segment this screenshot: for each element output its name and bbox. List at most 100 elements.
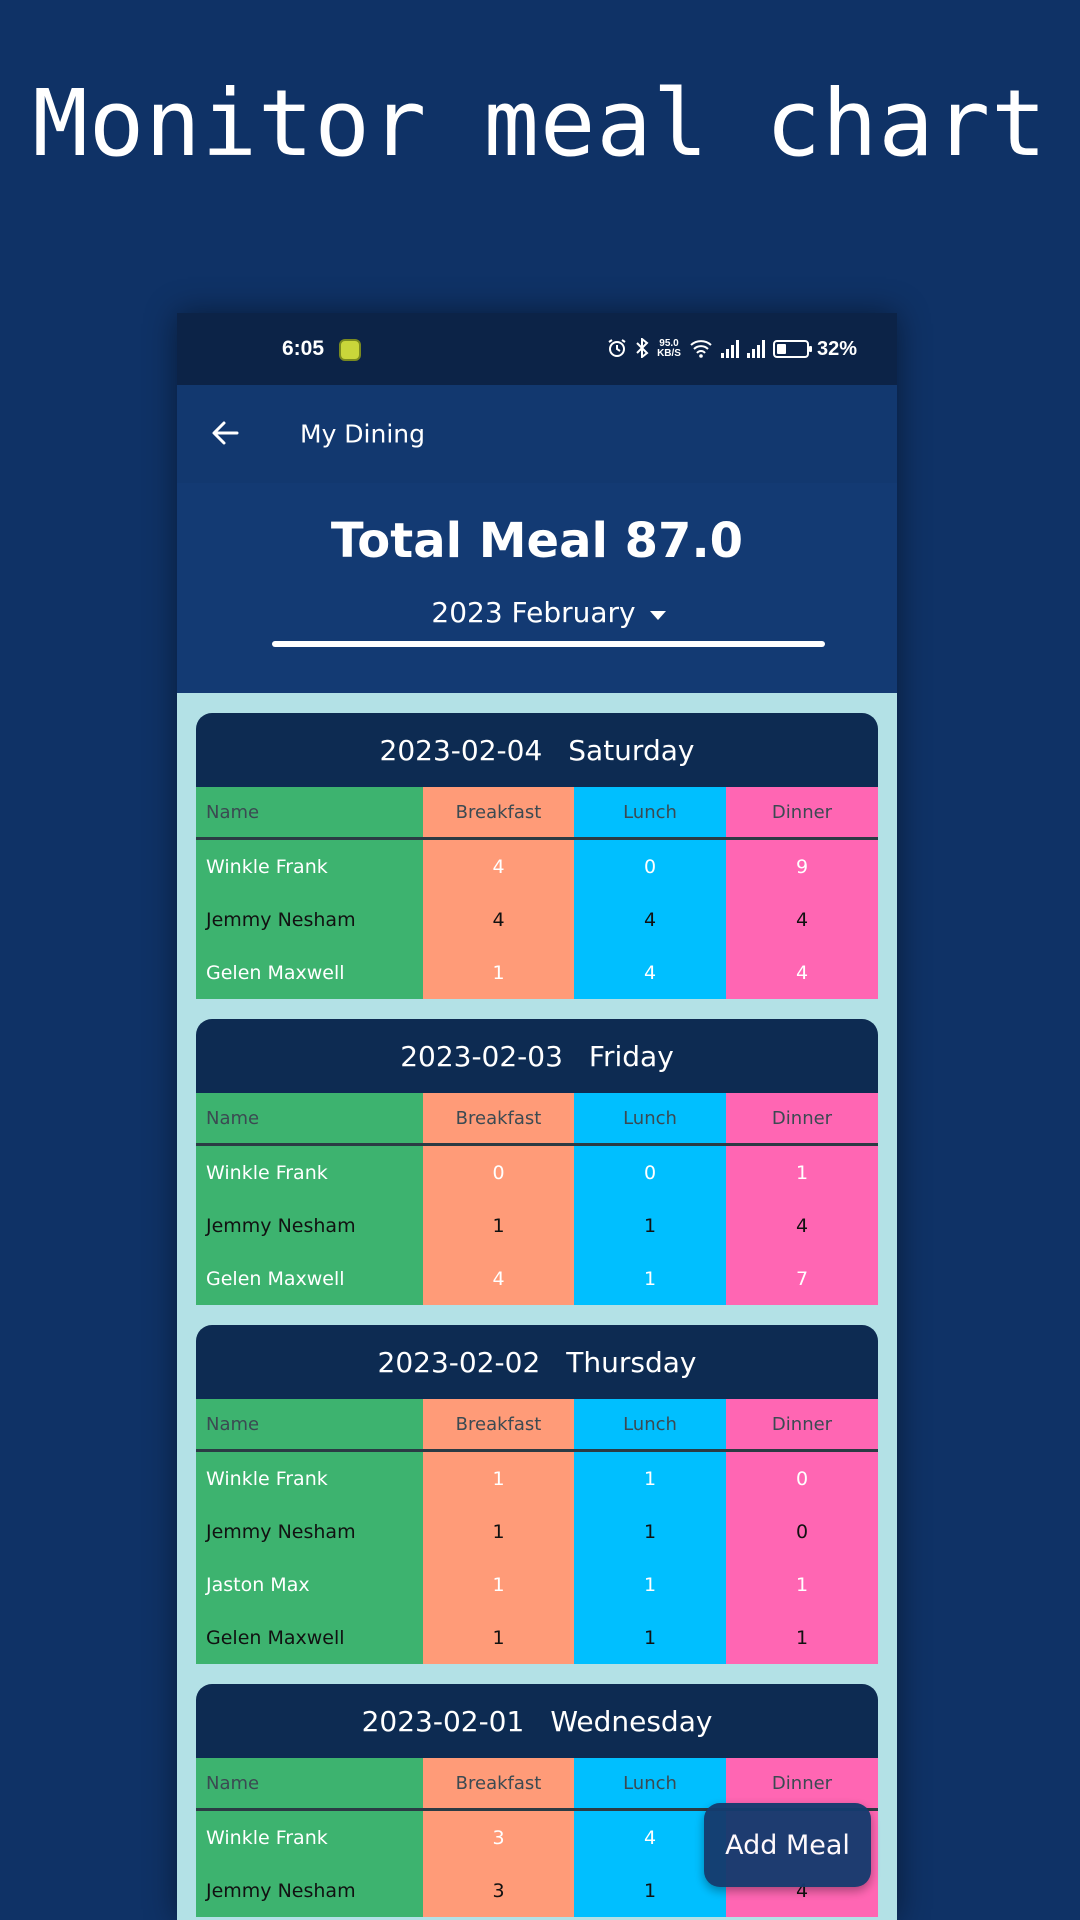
lunch-count: 1 bbox=[574, 1864, 726, 1917]
breakfast-count: 1 bbox=[423, 1505, 574, 1558]
dinner-count: 1 bbox=[726, 1611, 878, 1664]
status-icons: 95.0 KB/S 32% bbox=[607, 335, 857, 363]
member-name: Winkle Frank bbox=[196, 1811, 423, 1864]
lunch-count: 4 bbox=[574, 1811, 726, 1864]
lunch-count: 4 bbox=[574, 893, 726, 946]
day-header: 2023-02-02 Thursday bbox=[196, 1325, 878, 1399]
lunch-count: 1 bbox=[574, 1558, 726, 1611]
day-weekday: Wednesday bbox=[550, 1704, 713, 1738]
app-title: My Dining bbox=[300, 419, 426, 449]
phone-screen: 6:05 95.0 KB/S 32% My Dining bbox=[177, 313, 897, 1920]
lunch-header: Lunch bbox=[574, 1399, 726, 1452]
caret-down-icon bbox=[649, 610, 666, 620]
back-button[interactable] bbox=[205, 413, 245, 453]
day-weekday: Saturday bbox=[568, 733, 695, 767]
lunch-count: 0 bbox=[574, 840, 726, 893]
day-card: 2023-02-03 Friday Name Breakfast Lunch Dinner… bbox=[196, 1019, 878, 1305]
breakfast-count: 0 bbox=[423, 1146, 574, 1199]
day-date: 2023-02-01 bbox=[361, 1704, 525, 1738]
bluetooth-icon bbox=[635, 336, 649, 361]
breakfast-count: 4 bbox=[423, 840, 574, 893]
meal-day-list[interactable]: 2023-02-04 Saturday Name Breakfast Lunch Dinn… bbox=[177, 693, 897, 1920]
alarm-icon bbox=[607, 338, 627, 361]
battery-icon bbox=[772, 340, 812, 358]
member-name: Winkle Frank bbox=[196, 1452, 423, 1505]
day-date: 2023-02-03 bbox=[400, 1039, 563, 1073]
add-meal-button[interactable]: Add Meal bbox=[704, 1803, 871, 1887]
member-name: Winkle Frank bbox=[196, 1146, 423, 1199]
lunch-count: 0 bbox=[574, 1146, 726, 1199]
dinner-count: 7 bbox=[726, 1252, 878, 1305]
day-header: 2023-02-01 Wednesday bbox=[196, 1684, 878, 1758]
battery-level bbox=[776, 344, 786, 354]
member-name: Gelen Maxwell bbox=[196, 1252, 423, 1305]
status-time: 6:05 bbox=[282, 337, 325, 360]
name-header: Name bbox=[196, 1093, 423, 1146]
lunch-count: 1 bbox=[574, 1252, 726, 1305]
notification-app-icon bbox=[339, 339, 361, 361]
member-name: Jaston Max bbox=[196, 1558, 423, 1611]
lunch-count: 1 bbox=[574, 1452, 726, 1505]
breakfast-header: Breakfast bbox=[423, 1399, 574, 1452]
day-card: 2023-02-04 Saturday Name Breakfast Lunch Dinn… bbox=[196, 713, 878, 999]
day-header: 2023-02-03 Friday bbox=[196, 1019, 878, 1093]
breakfast-count: 1 bbox=[423, 1199, 574, 1252]
lunch-count: 1 bbox=[574, 1199, 726, 1252]
dinner-count: 4 bbox=[726, 893, 878, 946]
member-name: Jemmy Nesham bbox=[196, 1864, 423, 1917]
breakfast-count: 4 bbox=[423, 893, 574, 946]
status-bar: 6:05 95.0 KB/S 32% bbox=[177, 313, 897, 385]
member-name: Jemmy Nesham bbox=[196, 1199, 423, 1252]
lunch-count: 1 bbox=[574, 1505, 726, 1558]
meal-table: Name Breakfast Lunch Dinner Winkle Frank 4 0 9 J… bbox=[196, 787, 878, 999]
member-name: Winkle Frank bbox=[196, 840, 423, 893]
summary-section: Total Meal 87.0 2023 February bbox=[177, 483, 897, 693]
dinner-count: 0 bbox=[726, 1505, 878, 1558]
day-weekday: Friday bbox=[588, 1039, 674, 1073]
breakfast-header: Breakfast bbox=[423, 1758, 574, 1811]
dinner-count: 0 bbox=[726, 1452, 878, 1505]
member-name: Jemmy Nesham bbox=[196, 1505, 423, 1558]
dinner-header: Dinner bbox=[726, 1093, 878, 1146]
breakfast-count: 1 bbox=[423, 1452, 574, 1505]
lunch-header: Lunch bbox=[574, 1093, 726, 1146]
breakfast-header: Breakfast bbox=[423, 787, 574, 840]
month-underline bbox=[272, 641, 825, 647]
wifi-icon bbox=[689, 338, 713, 361]
dinner-header: Dinner bbox=[726, 1399, 878, 1452]
battery-percent: 32% bbox=[816, 337, 857, 360]
dinner-count: 9 bbox=[726, 840, 878, 893]
meal-table: Name Breakfast Lunch Dinner Winkle Frank 0 0 1 J… bbox=[196, 1093, 878, 1305]
breakfast-count: 1 bbox=[423, 1611, 574, 1664]
day-header: 2023-02-04 Saturday bbox=[196, 713, 878, 787]
month-dropdown[interactable]: 2023 February bbox=[272, 591, 825, 633]
member-name: Jemmy Nesham bbox=[196, 893, 423, 946]
breakfast-header: Breakfast bbox=[423, 1093, 574, 1146]
member-name: Gelen Maxwell bbox=[196, 946, 423, 999]
total-meal: Total Meal 87.0 bbox=[330, 513, 744, 569]
breakfast-count: 3 bbox=[423, 1864, 574, 1917]
breakfast-count: 4 bbox=[423, 1252, 574, 1305]
lunch-header: Lunch bbox=[574, 1758, 726, 1811]
dinner-header: Dinner bbox=[726, 1758, 878, 1811]
breakfast-count: 3 bbox=[423, 1811, 574, 1864]
lunch-header: Lunch bbox=[574, 787, 726, 840]
arrow-left-icon bbox=[212, 421, 239, 445]
name-header: Name bbox=[196, 1399, 423, 1452]
app-bar: My Dining bbox=[177, 385, 897, 483]
dinner-count: 1 bbox=[726, 1558, 878, 1611]
signal-icon bbox=[720, 340, 739, 358]
day-weekday: Thursday bbox=[566, 1345, 697, 1379]
network-speed: 95.0 KB/S bbox=[657, 338, 681, 359]
dinner-header: Dinner bbox=[726, 787, 878, 840]
month-value: 2023 February bbox=[431, 595, 636, 629]
dinner-count: 4 bbox=[726, 1199, 878, 1252]
day-card: 2023-02-02 Thursday Name Breakfast Lunch Dinn… bbox=[196, 1325, 878, 1664]
promo-headline: Monitor meal chart bbox=[32, 70, 1048, 177]
signal-icon-2 bbox=[746, 340, 765, 358]
lunch-count: 1 bbox=[574, 1611, 726, 1664]
day-date: 2023-02-04 bbox=[379, 733, 543, 767]
meal-table: Name Breakfast Lunch Dinner Winkle Frank 1 1 0 J… bbox=[196, 1399, 878, 1664]
member-name: Gelen Maxwell bbox=[196, 1611, 423, 1664]
dinner-count: 1 bbox=[726, 1146, 878, 1199]
